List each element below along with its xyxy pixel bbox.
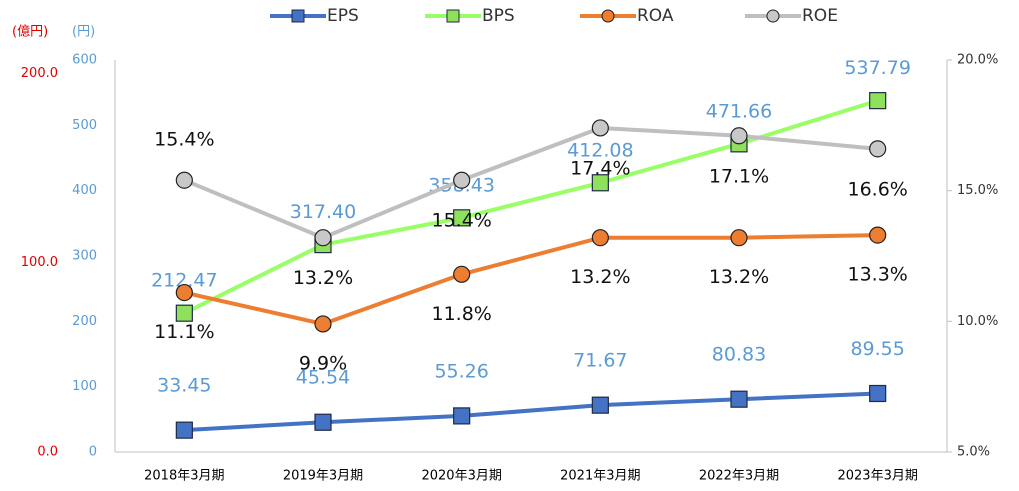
data-label: 13.2% xyxy=(293,267,353,289)
y-tick-label: 300 xyxy=(72,249,97,264)
legend-marker xyxy=(601,9,615,23)
data-label: 15.4% xyxy=(154,129,214,151)
data-label: 11.8% xyxy=(431,303,491,325)
data-label: 55.26 xyxy=(434,360,488,382)
legend-label: ROE xyxy=(802,6,838,26)
y2-tick-label: 15.0% xyxy=(957,183,998,198)
data-label: 212.47 xyxy=(151,270,217,292)
y-tick-label: 0 xyxy=(89,445,97,460)
marker xyxy=(869,140,887,158)
marker xyxy=(730,229,748,247)
series-line xyxy=(183,233,878,327)
marker xyxy=(869,226,887,244)
data-label: 11.1% xyxy=(154,321,214,343)
data-label: 13.2% xyxy=(570,266,630,288)
data-label: 71.67 xyxy=(573,350,627,372)
data-label: 45.54 xyxy=(296,367,350,389)
y-tick-label: 200 xyxy=(72,314,97,329)
marker xyxy=(314,229,332,247)
y2-tick-label: 10.0% xyxy=(957,314,998,329)
data-label: 80.83 xyxy=(712,344,766,366)
marker xyxy=(453,265,471,283)
legend-marker xyxy=(446,9,460,23)
marker xyxy=(175,421,193,439)
y3-tick-label: 0.0 xyxy=(37,445,58,460)
series-line xyxy=(183,125,878,240)
marker xyxy=(591,119,609,137)
marker xyxy=(453,407,471,425)
legend-label: BPS xyxy=(482,6,515,26)
series-line xyxy=(184,391,878,433)
data-label: 89.55 xyxy=(850,338,904,360)
y-tick-label: 600 xyxy=(72,53,97,68)
marker xyxy=(453,171,471,189)
x-tick-label: 2022年3月期 xyxy=(699,469,779,484)
y3-tick-label: 100.0 xyxy=(21,255,58,270)
y-tick-label: 400 xyxy=(72,183,97,198)
legend-label: EPS xyxy=(327,6,359,26)
x-tick-label: 2019年3月期 xyxy=(283,469,363,484)
y-tick-label: 500 xyxy=(72,118,97,133)
x-tick-label: 2020年3月期 xyxy=(421,469,501,484)
marker xyxy=(730,390,748,408)
y3-tick-label: 200.0 xyxy=(21,66,58,81)
legend-label: ROA xyxy=(637,6,674,26)
data-label: 15.4% xyxy=(431,210,491,232)
y2-tick-label: 20.0% xyxy=(957,53,998,68)
data-label: 471.66 xyxy=(706,100,772,122)
marker xyxy=(869,384,887,403)
marker xyxy=(314,413,332,431)
y-tick-label: 100 xyxy=(72,379,97,394)
marker xyxy=(314,315,332,333)
marker xyxy=(591,396,609,414)
series-line xyxy=(183,98,879,315)
x-tick-label: 2023年3月期 xyxy=(837,469,917,484)
data-label: 317.40 xyxy=(290,201,356,223)
data-label: 17.4% xyxy=(570,157,630,179)
data-label: 412.08 xyxy=(567,139,633,161)
data-label: 13.2% xyxy=(709,266,769,288)
x-tick-label: 2021年3月期 xyxy=(560,469,640,484)
y3-unit-label: (億円) xyxy=(12,24,48,40)
marker xyxy=(591,229,609,247)
data-label: 13.3% xyxy=(847,264,907,286)
marker xyxy=(869,92,887,110)
marker xyxy=(175,304,193,322)
marker xyxy=(730,127,748,145)
marker xyxy=(175,283,193,302)
marker xyxy=(175,171,193,189)
data-label: 9.9% xyxy=(299,352,347,374)
data-label: 16.6% xyxy=(847,178,907,200)
x-tick-label: 2018年3月期 xyxy=(144,469,224,484)
data-label: 537.79 xyxy=(844,57,910,79)
legend-marker xyxy=(291,9,305,23)
marker xyxy=(453,209,471,227)
legend-marker xyxy=(766,9,780,23)
y2-tick-label: 5.0% xyxy=(957,445,990,460)
y-unit-label: (円) xyxy=(72,25,95,40)
data-label: 17.1% xyxy=(709,165,769,187)
marker xyxy=(591,174,609,192)
data-label: 33.45 xyxy=(157,375,211,397)
